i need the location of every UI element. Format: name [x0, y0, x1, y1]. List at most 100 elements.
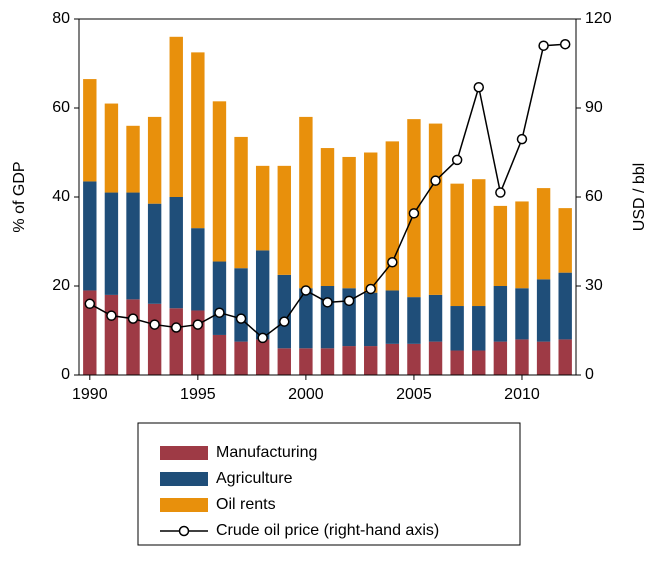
legend-box	[137, 422, 521, 546]
bar	[169, 308, 183, 375]
bar	[472, 306, 486, 351]
bar	[83, 181, 97, 291]
bar	[558, 272, 572, 340]
y2-tick-label: 90	[585, 99, 603, 116]
legend-label: Agriculture	[216, 470, 293, 487]
price-marker	[473, 81, 485, 93]
bar	[320, 286, 335, 349]
bar	[450, 350, 464, 375]
y-axis-label: % of GDP	[11, 161, 28, 232]
price-marker	[343, 295, 355, 307]
bar	[515, 339, 529, 375]
bar	[234, 268, 248, 342]
bar	[299, 348, 313, 375]
price-marker	[127, 313, 139, 324]
bar	[493, 205, 508, 286]
y2-tick-label: 0	[585, 366, 594, 383]
bar	[428, 294, 443, 342]
bar	[536, 341, 551, 375]
bar	[147, 116, 162, 204]
bar	[277, 274, 291, 349]
bar	[126, 299, 140, 375]
bar	[104, 294, 119, 375]
bar	[364, 152, 378, 293]
bar	[342, 346, 356, 375]
bar	[385, 290, 400, 344]
bar	[126, 125, 140, 193]
legend-swatch	[160, 446, 208, 460]
price-marker	[170, 322, 182, 333]
bar	[147, 203, 162, 304]
price-marker	[495, 187, 506, 198]
bar	[191, 52, 205, 229]
bar	[169, 197, 183, 309]
bar	[104, 192, 119, 295]
bar	[191, 228, 205, 311]
bar	[104, 103, 119, 193]
bar	[255, 165, 270, 251]
bar	[385, 343, 400, 375]
bar	[147, 303, 162, 375]
bar	[234, 341, 248, 375]
x-tick-label: 2010	[504, 386, 540, 403]
price-marker	[235, 313, 247, 324]
y-tick-label: 20	[52, 277, 70, 294]
price-marker	[106, 310, 117, 321]
bar	[83, 79, 97, 182]
price-marker	[365, 283, 376, 295]
price-marker	[149, 319, 160, 330]
price-marker	[257, 332, 268, 344]
bar	[472, 350, 486, 375]
bar	[320, 348, 335, 375]
bar	[83, 290, 97, 375]
bar	[299, 116, 313, 289]
bar	[320, 148, 335, 286]
y2-tick-label: 30	[585, 277, 603, 294]
price-marker	[516, 133, 528, 145]
x-tick-label: 2005	[396, 386, 432, 403]
legend-label: Manufacturing	[216, 444, 317, 461]
y-tick-label: 40	[52, 188, 70, 205]
bar	[536, 279, 551, 342]
price-marker	[279, 316, 290, 327]
price-marker	[300, 285, 312, 296]
price-marker	[322, 297, 333, 308]
bar	[234, 136, 248, 269]
price-marker	[192, 319, 204, 330]
bar	[428, 341, 443, 375]
bar	[450, 306, 464, 351]
bar	[212, 334, 227, 375]
price-marker	[430, 175, 441, 186]
bar	[299, 288, 313, 349]
bar	[169, 36, 183, 197]
price-marker	[84, 298, 96, 310]
x-tick-label: 2000	[288, 386, 324, 403]
bar	[428, 123, 443, 295]
price-marker	[451, 154, 463, 166]
bar	[342, 156, 356, 289]
bar	[255, 250, 270, 340]
bar	[277, 348, 291, 375]
bar	[364, 292, 378, 347]
bar	[493, 341, 508, 375]
x-tick-label: 1995	[180, 386, 216, 403]
bar	[515, 288, 529, 340]
bar	[558, 208, 572, 273]
y-tick-label: 60	[52, 99, 70, 116]
x-tick-label: 1990	[72, 386, 108, 403]
price-marker	[538, 40, 549, 51]
bar	[515, 201, 529, 289]
price-marker	[559, 38, 571, 50]
bar	[472, 179, 486, 307]
bar	[212, 101, 227, 262]
y2-axis-label: USD / bbl	[631, 163, 648, 231]
bar	[126, 192, 140, 300]
bar	[255, 339, 270, 375]
legend-swatch	[160, 498, 208, 512]
y-tick-label: 0	[61, 366, 70, 383]
price-marker	[214, 307, 225, 318]
y2-tick-label: 120	[585, 10, 612, 27]
bar	[536, 188, 551, 280]
bar	[212, 261, 227, 335]
